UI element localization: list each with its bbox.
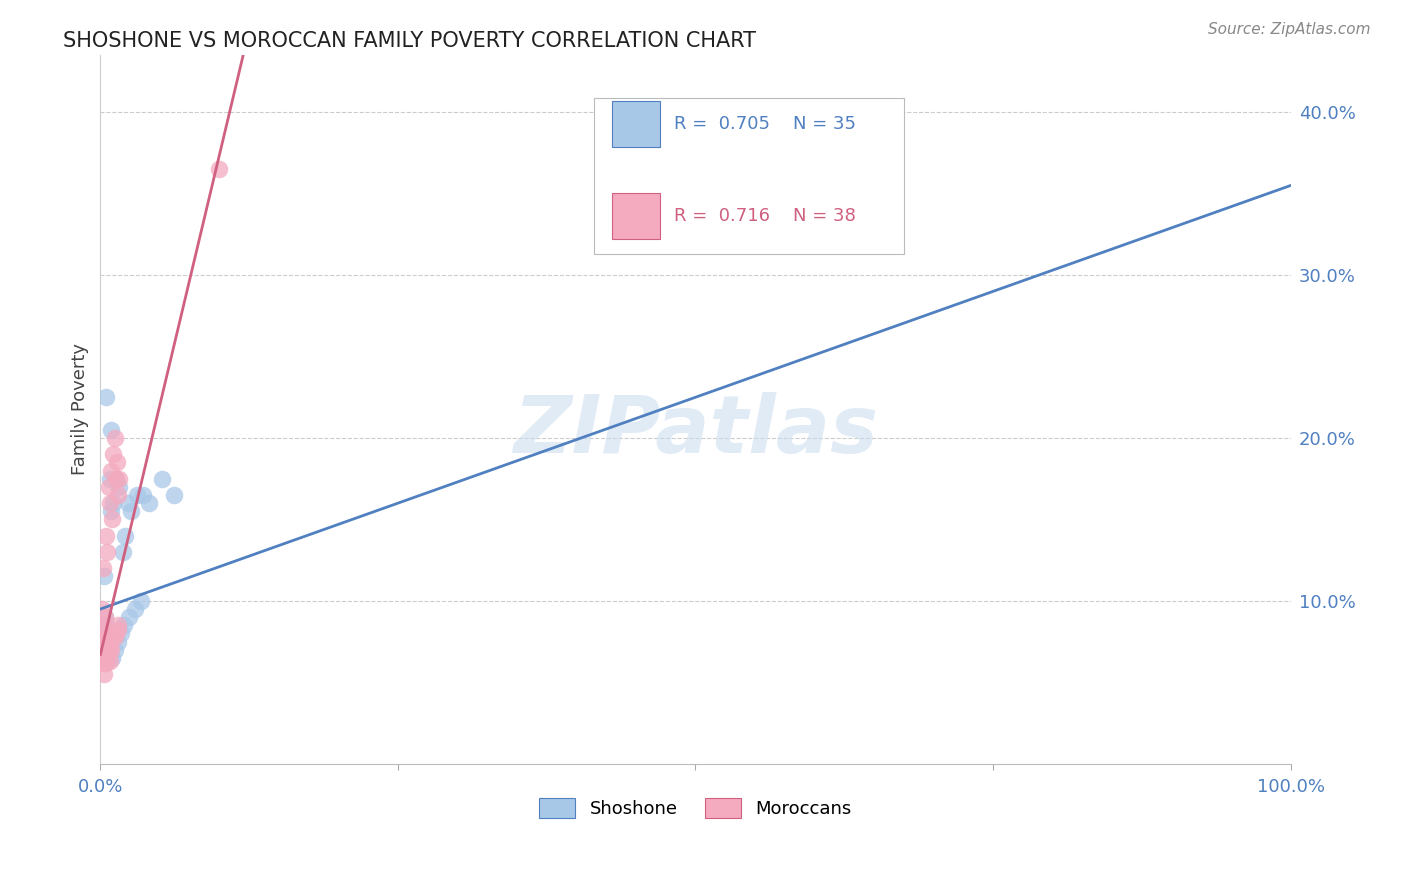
Point: [96, 646, 118, 660]
Point: [107, 618, 129, 632]
Point: [93, 626, 115, 640]
Point: [96, 651, 118, 665]
Point: [96, 626, 118, 640]
Point: [96, 390, 118, 404]
Point: [94, 618, 117, 632]
Point: [132, 488, 155, 502]
Point: [107, 624, 129, 638]
Point: [105, 455, 128, 469]
Point: [97, 640, 120, 654]
Point: [93, 656, 115, 670]
Point: [118, 610, 141, 624]
Point: [129, 594, 152, 608]
Point: [96, 656, 118, 670]
Point: [98, 654, 121, 668]
Y-axis label: Family Poverty: Family Poverty: [72, 343, 89, 475]
Point: [124, 602, 146, 616]
Text: N = 38: N = 38: [793, 207, 856, 226]
Point: [91, 561, 114, 575]
Point: [108, 480, 131, 494]
Point: [103, 447, 125, 461]
Point: [107, 634, 129, 648]
Text: R =  0.705: R = 0.705: [673, 115, 770, 133]
Legend: Shoshone, Moroccans: Shoshone, Moroccans: [531, 790, 859, 826]
Point: [120, 504, 142, 518]
Point: [97, 634, 120, 648]
Point: [127, 488, 149, 502]
Bar: [612, 101, 659, 147]
Point: [94, 634, 117, 648]
Text: R =  0.716: R = 0.716: [673, 207, 770, 226]
Point: [96, 630, 118, 644]
Point: [104, 431, 127, 445]
Point: [91, 634, 114, 648]
Point: [104, 626, 127, 640]
Text: SHOSHONE VS MOROCCAN FAMILY POVERTY CORRELATION CHART: SHOSHONE VS MOROCCAN FAMILY POVERTY CORR…: [63, 31, 756, 51]
Point: [93, 634, 115, 648]
Point: [94, 642, 117, 657]
Text: Source: ZipAtlas.com: Source: ZipAtlas.com: [1208, 22, 1371, 37]
Point: [104, 642, 127, 657]
Point: [93, 634, 115, 648]
Point: [97, 626, 120, 640]
Point: [101, 651, 124, 665]
Point: [111, 545, 134, 559]
Point: [100, 642, 122, 657]
Text: N = 35: N = 35: [793, 115, 856, 133]
Point: [96, 651, 118, 665]
Point: [94, 646, 117, 660]
Point: [96, 545, 118, 559]
Point: [208, 162, 231, 177]
Point: [94, 610, 117, 624]
Point: [138, 496, 160, 510]
Point: [98, 496, 121, 510]
Point: [103, 496, 125, 510]
Point: [104, 472, 127, 486]
Point: [96, 529, 118, 543]
Point: [97, 646, 120, 660]
Point: [90, 602, 112, 616]
Point: [163, 488, 186, 502]
Point: [93, 569, 115, 583]
Point: [114, 529, 136, 543]
Point: [98, 472, 121, 486]
Point: [110, 626, 132, 640]
Point: [94, 610, 117, 624]
Point: [117, 496, 139, 510]
Point: [101, 512, 124, 526]
Point: [150, 472, 173, 486]
Point: [100, 464, 122, 478]
Point: [112, 618, 135, 632]
Point: [100, 634, 122, 648]
Point: [104, 630, 127, 644]
Point: [93, 667, 115, 681]
Text: ZIPatlas: ZIPatlas: [513, 392, 877, 470]
Point: [104, 472, 127, 486]
Point: [93, 618, 115, 632]
Point: [100, 504, 122, 518]
Point: [100, 423, 122, 437]
Point: [97, 480, 120, 494]
Point: [91, 651, 114, 665]
Point: [108, 472, 131, 486]
Point: [96, 640, 118, 654]
Point: [107, 488, 129, 502]
Bar: [612, 194, 659, 239]
FancyBboxPatch shape: [595, 97, 904, 253]
Point: [96, 618, 118, 632]
